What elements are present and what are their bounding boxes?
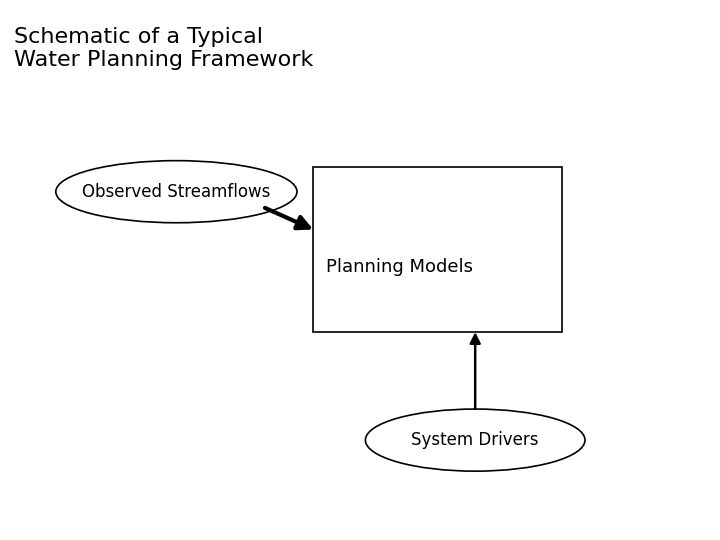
Bar xyxy=(313,167,562,332)
Text: System Drivers: System Drivers xyxy=(411,431,539,449)
Ellipse shape xyxy=(56,160,297,222)
Ellipse shape xyxy=(366,409,585,471)
Text: Observed Streamflows: Observed Streamflows xyxy=(82,183,271,201)
Text: Planning Models: Planning Models xyxy=(326,258,473,276)
Text: Schematic of a Typical
Water Planning Framework: Schematic of a Typical Water Planning Fr… xyxy=(14,27,314,70)
